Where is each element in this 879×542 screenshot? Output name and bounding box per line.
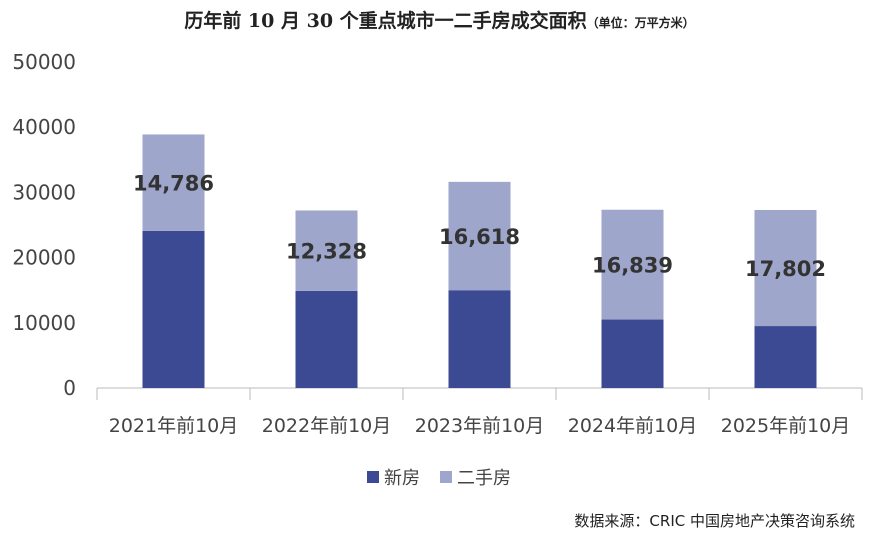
y-tick-label: 40000 <box>12 115 76 139</box>
bar-new-home-4 <box>754 326 817 388</box>
data-label: 16,618 <box>439 225 520 249</box>
x-tick-label: 2023年前10月 <box>415 415 545 437</box>
title-text: 历年前 10 月 30 个重点城市一二手房成交面积 <box>184 10 587 32</box>
legend-swatch-1 <box>440 471 452 483</box>
bar-second-hand-3 <box>601 209 664 320</box>
bar-new-home-3 <box>601 319 664 388</box>
y-tick-label: 50000 <box>12 50 76 74</box>
bar-second-hand-2 <box>448 181 511 291</box>
bar-second-hand-4 <box>754 209 817 327</box>
data-label: 12,328 <box>286 240 367 264</box>
y-tick-label: 0 <box>63 376 76 400</box>
y-tick-label: 30000 <box>12 180 76 204</box>
unit-label: （单位：万平方米） <box>586 16 695 30</box>
y-tick-label: 20000 <box>12 246 76 270</box>
bar-new-home-2 <box>448 290 511 388</box>
bar-new-home-1 <box>295 290 358 388</box>
bar-new-home-0 <box>142 230 205 388</box>
data-label: 16,839 <box>592 254 673 278</box>
x-tick-label: 2024年前10月 <box>568 415 698 437</box>
x-tick-label: 2021年前10月 <box>109 415 239 437</box>
bar-second-hand-1 <box>295 210 358 291</box>
legend-label: 二手房 <box>457 468 511 489</box>
legend-label: 新房 <box>384 468 420 489</box>
chart-title: 历年前 10 月 30 个重点城市一二手房成交面积（单位：万平方米） <box>0 6 879 33</box>
source-note: 数据来源：CRIC 中国房地产决策咨询系统 <box>574 512 855 530</box>
data-label: 14,786 <box>133 172 214 196</box>
data-label: 17,802 <box>745 257 826 281</box>
x-tick-label: 2025年前10月 <box>721 415 851 437</box>
y-tick-label: 10000 <box>12 311 76 335</box>
x-tick-label: 2022年前10月 <box>262 415 392 437</box>
legend-swatch-0 <box>367 471 379 483</box>
bar-second-hand-0 <box>142 134 205 231</box>
